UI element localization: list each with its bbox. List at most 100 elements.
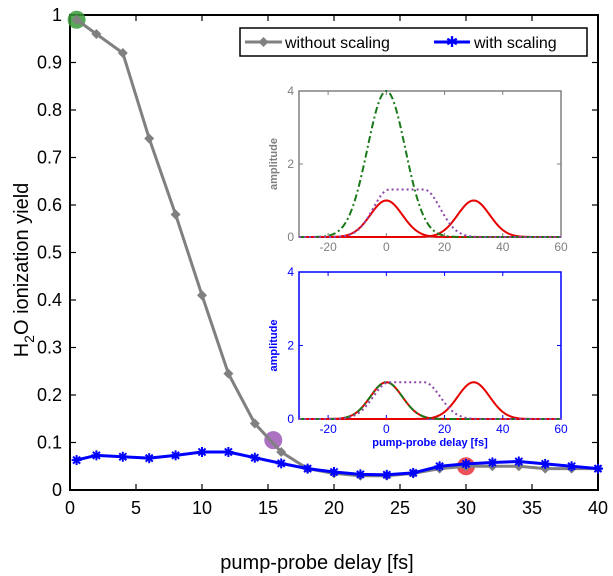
star-stroke [144,453,154,463]
data-point-with-scaling [144,453,155,464]
data-point-with-scaling [487,457,498,468]
x-tick-label: 15 [258,498,278,518]
main-plot: 0 5 10 15 20 25 30 35 4000.10.20.30.40.50.60.70.… [37,5,608,518]
inset-y-tick-label: 0 [287,412,294,426]
data-point-without-scaling [276,447,287,457]
data-point-without-scaling [117,48,128,58]
star-stroke [540,459,550,469]
inset-x-tick-label: 60 [554,240,568,254]
inset-x-tick-label: 0 [383,240,390,254]
inset-frame [298,90,562,238]
legend-label-without-scaling: without scaling [284,35,390,52]
data-point-with-scaling [434,461,445,472]
data-point-without-scaling [197,290,207,301]
y-axis-label-rest: O ionization yield [11,183,33,335]
star-stroke [224,447,233,457]
data-point-with-scaling [223,447,234,457]
y-tick-label: 0.1 [37,433,62,453]
inset-y-axis-label: amplitude [268,320,280,372]
star-stroke [514,457,524,466]
y-axis-label-subscript: 2 [21,335,37,343]
data-point-with-scaling [276,458,287,469]
inset-y-axis-label: amplitude [268,138,280,190]
inset-x-tick-label: 40 [496,422,510,436]
inset-curve-dashdot [299,381,561,420]
inset-y-tick-label: 0 [287,230,294,244]
data-point-with-scaling [91,450,102,461]
legend-label-with-scaling: with scaling [473,35,557,52]
data-point-with-scaling [513,456,524,467]
y-tick-label: 0.6 [37,195,62,215]
star-stroke [72,455,81,465]
data-point-without-scaling [170,209,181,220]
x-tick-label: 30 [456,498,476,518]
legend-marker-without-scaling [258,37,269,47]
data-point-with-scaling [71,455,82,466]
star-stroke [197,447,207,457]
inset-curve-dotted [299,381,561,420]
inset-y-tick-label: 2 [287,339,294,353]
inset-x-tick-label: 40 [496,240,510,254]
inset-x-axis-label: pump-probe delay [fs] [372,437,488,449]
data-point-without-scaling [144,133,155,144]
star-stroke [593,464,603,473]
star-stroke [171,451,180,460]
y-tick-label: 0.5 [37,243,62,263]
inset-x-tick-label: -20 [319,422,337,436]
inset-x-tick-label: 20 [438,422,452,436]
x-axis-label: pump-probe delay [fs] [220,552,413,574]
x-tick-label: 20 [324,498,344,518]
star-stroke [461,459,471,469]
x-tick-label: 40 [588,498,608,518]
star-stroke [329,467,339,477]
inset-x-tick-label: 0 [383,422,390,436]
star-stroke [382,470,392,480]
inset-curve-dashdot [299,89,561,238]
y-axis-label: H2O ionization yield [11,183,37,358]
data-point-with-scaling [249,452,260,463]
x-tick-label: 25 [390,498,410,518]
data-point-with-scaling [302,463,313,474]
star-stroke [488,458,497,467]
data-point-with-scaling [170,450,181,461]
legend-marker-with-scaling: ✱ [446,33,459,51]
star-stroke [276,459,286,468]
y-tick-label: 0.7 [37,148,62,168]
data-point-with-scaling [381,469,392,480]
data-point-without-scaling [223,368,234,379]
inset-top: -20 0 20 40 60 0 2 4 amplitude [268,84,568,254]
y-tick-label: 0.8 [37,100,62,120]
y-tick-label: 0.9 [37,53,62,73]
data-point-without-scaling [249,418,260,429]
star-stroke [92,451,101,460]
x-tick-label: 0 [65,498,75,518]
data-point-with-scaling [355,469,366,480]
data-point-with-scaling [117,451,128,462]
y-tick-label: 0.4 [37,290,62,310]
data-point-without-scaling [71,14,82,25]
inset-x-tick-label: 60 [554,422,568,436]
inset-bottom: -20 0 20 40 60 0 2 4 amplitude pump-probe delay [… [268,265,568,449]
inset-frame [298,271,562,420]
inset-x-tick-label: -20 [319,240,337,254]
inset-y-tick-label: 4 [287,265,294,279]
star-stroke [356,470,365,479]
star-stroke [408,468,418,478]
y-tick-label: 0.2 [37,385,62,405]
y-tick-label: 0.3 [37,338,62,358]
star-stroke [567,462,576,471]
star-stroke [250,453,260,462]
legend: without scaling ✱ with scaling [239,27,588,57]
x-tick-label: 35 [522,498,542,518]
data-point-without-scaling [91,29,102,39]
data-point-with-scaling [566,461,577,472]
data-point-with-scaling [593,463,603,474]
data-point-with-scaling [408,467,419,478]
highlight-point-purple [264,431,283,450]
y-tick-label: 1 [52,5,62,25]
data-point-with-scaling [329,466,339,477]
star-stroke [118,452,128,461]
data-point-with-scaling [461,458,471,469]
y-axis-label-h: H [11,343,33,357]
